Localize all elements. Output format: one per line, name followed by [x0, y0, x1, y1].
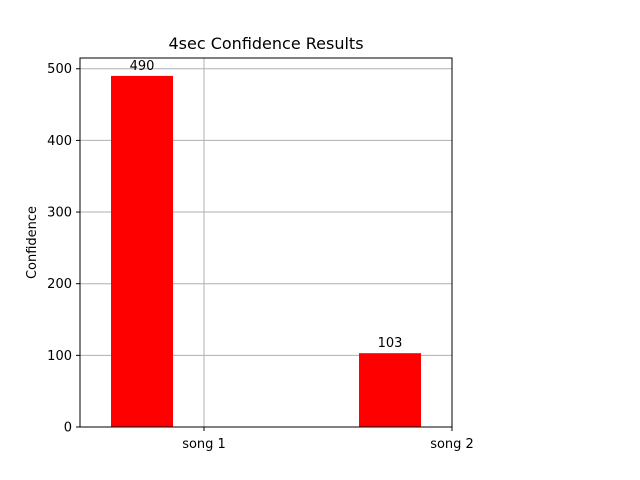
chart-title: 4sec Confidence Results: [168, 34, 363, 53]
y-tick-label: 100: [47, 349, 72, 364]
data-label-1: 490: [130, 59, 155, 74]
plot-frame: [79, 57, 453, 428]
y-axis-label: Confidence: [25, 206, 40, 279]
bar-2: [359, 353, 421, 427]
y-tick-label: 300: [47, 206, 72, 221]
data-label-2: 103: [378, 336, 403, 351]
y-tick-label: 0: [64, 421, 72, 436]
bars: [111, 75, 421, 427]
y-tick-label: 500: [47, 62, 72, 77]
bar-1: [111, 75, 173, 427]
x-tick-label: song 2: [430, 437, 474, 452]
y-tick-label: 200: [47, 277, 72, 292]
data-labels: 490 103: [130, 59, 403, 351]
x-axis-ticks: song 1 song 2: [182, 427, 474, 452]
y-axis-ticks: 0 100 200 300 400 500: [47, 62, 80, 436]
y-tick-label: 400: [47, 134, 72, 149]
x-tick-label: song 1: [182, 437, 226, 452]
